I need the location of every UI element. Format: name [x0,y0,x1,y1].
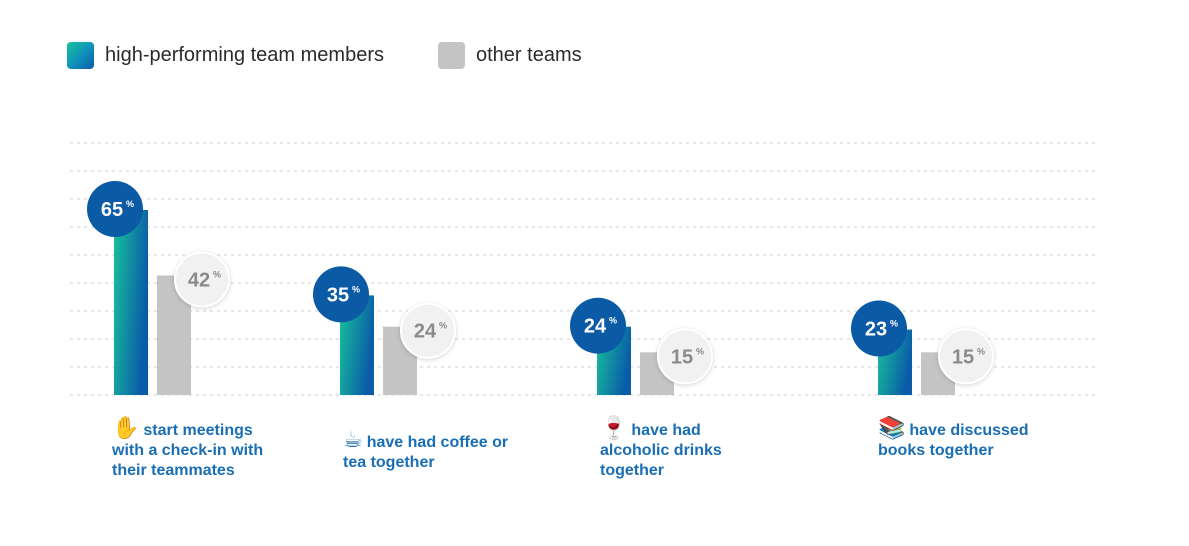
value-text: 24 [414,321,437,343]
category-label: have had coffee or tea together [343,434,509,471]
legend-item-other-teams: other teams [438,42,582,69]
value-unit: % [890,319,898,329]
value-text: 15 [952,346,974,368]
category-caption-3: 🍷 have had alcoholic drinks together [600,415,750,481]
value-unit: % [439,321,447,331]
category-caption-2: ☕ have had coffee or tea together [343,427,518,473]
value-text: 42 [188,269,210,291]
value-label-high-performing-4: 23% [851,300,907,357]
value-badge [938,328,994,385]
value-unit: % [126,199,134,209]
category-label: start meetings with a check-in with thei… [112,422,264,479]
bars [114,210,955,395]
value-badge [851,300,907,357]
value-text: 35 [327,284,349,306]
value-badge [313,266,369,323]
wine-glass-icon: 🍷 [600,415,628,440]
value-badge [87,181,143,237]
category-caption-1: ✋ start meetings with a check-in with the… [112,415,282,481]
books-icon: 📚 [878,415,906,440]
value-label-high-performing-3: 24% [570,297,626,354]
value-badge [570,297,626,354]
value-text: 24 [584,316,607,338]
legend-swatch-high-performing [67,42,94,69]
value-text: 65 [101,199,123,221]
value-badge [174,251,230,308]
value-unit: % [352,284,360,294]
value-label-other-teams-4: 15% [938,328,994,385]
value-text: 15 [671,346,693,368]
raised-hand-icon: ✋ [112,415,140,440]
value-unit: % [609,316,617,326]
coffee-icon: ☕ [343,427,363,452]
value-label-other-teams-1: 42% [174,251,230,308]
value-badge [400,302,456,359]
legend-swatch-other-teams [438,42,465,69]
legend-label-other-teams: other teams [476,44,582,66]
value-label-high-performing-2: 35% [313,266,369,323]
value-label-high-performing-1: 65% [87,181,143,237]
value-unit: % [977,346,985,356]
legend-item-high-performing: high-performing team members [67,42,384,69]
legend: high-performing team members other teams [67,42,636,69]
category-label: have had alcoholic drinks together [600,422,722,479]
value-text: 23 [865,319,887,341]
value-labels: 65 %42 %35 %24% 24 %15 %23 %15% [87,181,994,385]
category-label: have discussed books together [878,422,1029,459]
legend-label-high-performing: high-performing team members [105,44,384,66]
category-caption-4: 📚 have discussed books together [878,415,1053,461]
value-badge [657,328,713,385]
value-unit: % [696,346,704,356]
value-label-other-teams-2: 24% [400,302,456,359]
value-label-other-teams-3: 15% [657,328,713,385]
value-unit: % [213,269,221,279]
bar-high-performing-1 [114,210,148,395]
